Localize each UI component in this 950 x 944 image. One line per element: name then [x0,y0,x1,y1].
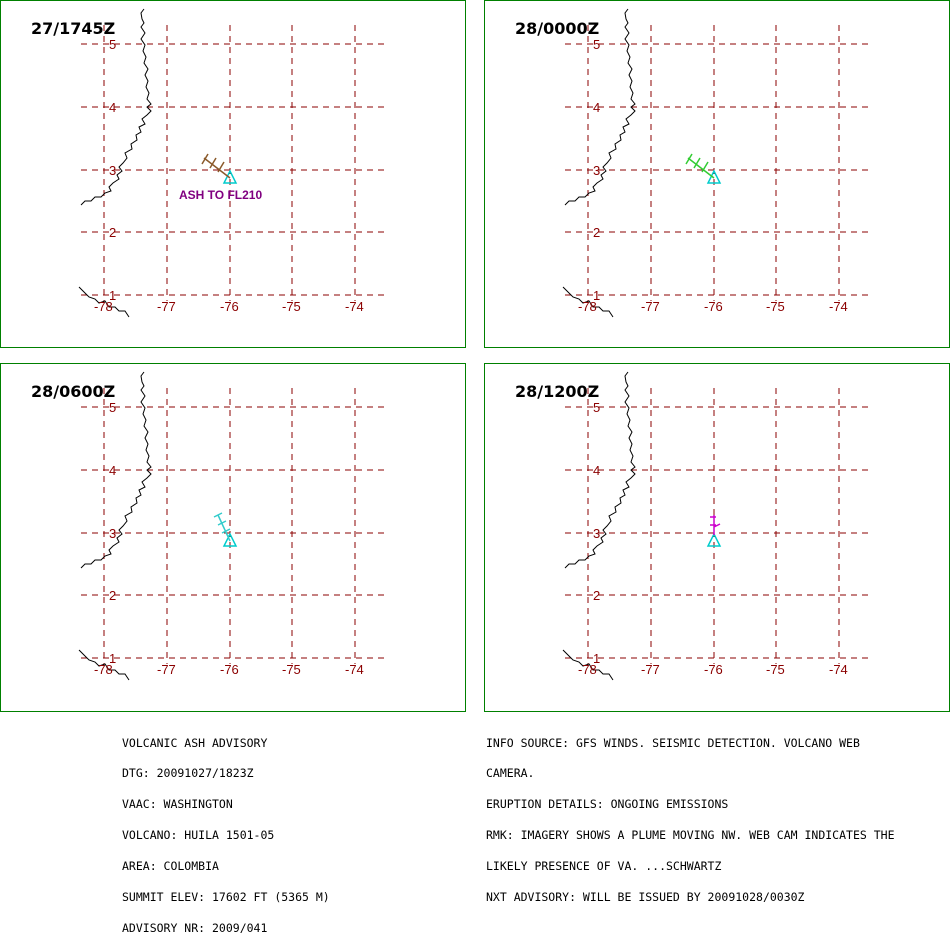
lon-label: -77 [157,662,176,677]
coastline [80,371,152,569]
panel-time-label: 27/1745Z [31,19,116,38]
advisory-header-text: VOLCANIC ASH ADVISORY DTG: 20091027/1823… [122,717,330,944]
panel-time-label: 28/0600Z [31,382,116,401]
advisory-line: INFO SOURCE: GFS WINDS. SEISMIC DETECTIO… [486,735,860,750]
lat-label: 5 [593,37,600,52]
volcano-icon [222,532,238,547]
panel-time-label: 28/1200Z [515,382,600,401]
plume-stroke [201,153,231,179]
lat-label: 4 [593,463,600,478]
advisory-line: VOLCANIC ASH ADVISORY [122,735,268,750]
lon-label: -74 [829,662,848,677]
advisory-line: LIKELY PRESENCE OF VA. ...SCHWARTZ [486,859,722,874]
volcano-icon [222,169,238,184]
coastline [78,286,130,318]
lon-label: -74 [345,662,364,677]
forecast-panel-1: 5 4 3 2 1 -78 -77 -76 -75 -74 28/0000Z [484,0,950,348]
lon-label: -75 [766,299,785,314]
advisory-line: SUMMIT ELEV: 17602 FT (5365 M) [122,890,330,905]
lat-label: 4 [109,100,116,115]
lon-label: -75 [766,662,785,677]
coastline [564,371,636,569]
lon-label: -77 [641,662,660,677]
lat-label: 2 [593,588,600,603]
plume-stroke [213,512,231,542]
lat-label: 5 [109,400,116,415]
ash-plume-icon [685,153,715,179]
lat-label: 2 [593,225,600,240]
lat-label: 2 [109,588,116,603]
coastline [564,8,636,206]
advisory-line: RMK: IMAGERY SHOWS A PLUME MOVING NW. WE… [486,828,895,843]
lat-label: 3 [593,526,600,541]
map-graphic: 5 4 3 2 1-78 -77 -76 -75 -74 [562,8,873,318]
lat-label: 4 [593,100,600,115]
plume-stroke [685,153,715,179]
lon-label: -77 [641,299,660,314]
forecast-panel-2: 5 4 3 2 1 -78 -77 -76 -75 -74 28/0600Z [0,363,466,712]
panel-time-label: 28/0000Z [515,19,600,38]
lat-label: 3 [109,526,116,541]
lon-label: -78 [578,662,597,677]
lon-label: -75 [282,662,301,677]
advisory-line: VAAC: WASHINGTON [122,797,233,812]
lat-label: 2 [109,225,116,240]
ash-plume-icon [213,512,231,542]
coastline [562,649,614,681]
lat-label: 5 [593,400,600,415]
lat-label: 3 [593,163,600,178]
ash-altitude-label: ASH TO FL210 [179,188,262,202]
lon-label: -78 [578,299,597,314]
map-graphic: 5 4 3 2 1-78 -77 -76 -75 -74 [562,371,873,681]
lon-label: -76 [704,662,723,677]
plume-stroke [710,515,721,535]
lon-label: -77 [157,299,176,314]
lon-label: -75 [282,299,301,314]
map-graphic: 5 4 3 2 1-78 -77 -76 -75 -74 [78,371,389,681]
lon-label: -78 [94,662,113,677]
advisory-line: CAMERA. [486,766,535,781]
volcano-icon [706,532,722,547]
coastline [80,8,152,206]
advisory-remarks-text: INFO SOURCE: GFS WINDS. SEISMIC DETECTIO… [486,717,895,913]
ash-plume-icon [201,153,231,179]
lon-label: -76 [704,299,723,314]
forecast-panel-0: 5 4 3 2 1 -78 -77 -76 -75 -74 ASH TO FL210 27/1745… [0,0,466,348]
lat-label: 1 [109,288,116,303]
lon-label: -78 [94,299,113,314]
advisory-line: DTG: 20091027/1823Z [122,766,254,781]
lat-label: 5 [109,37,116,52]
lat-label: 1 [593,651,600,666]
ash-plume-icon [710,515,721,535]
map-graphic: 5 4 3 2 1-78 -77 -76 -75 -74 ASH TO FL210 [78,8,389,318]
forecast-panel-3: 5 4 3 2 1 -78 -77 -76 -75 -74 28/1200Z [484,363,950,712]
lat-label: 1 [109,651,116,666]
lat-label: 4 [109,463,116,478]
lon-label: -76 [220,662,239,677]
lat-label: 3 [109,163,116,178]
lon-label: -76 [220,299,239,314]
volcano-icon [706,169,722,184]
lon-label: -74 [829,299,848,314]
lat-label: 1 [593,288,600,303]
coastline [78,649,130,681]
advisory-line: AREA: COLOMBIA [122,859,219,874]
advisory-line: NXT ADVISORY: WILL BE ISSUED BY 20091028… [486,890,805,905]
advisory-line: ADVISORY NR: 2009/041 [122,920,268,935]
lon-label: -74 [345,299,364,314]
advisory-line: VOLCANO: HUILA 1501-05 [122,828,275,843]
advisory-line: ERUPTION DETAILS: ONGOING EMISSIONS [486,797,729,812]
coastline [562,286,614,318]
